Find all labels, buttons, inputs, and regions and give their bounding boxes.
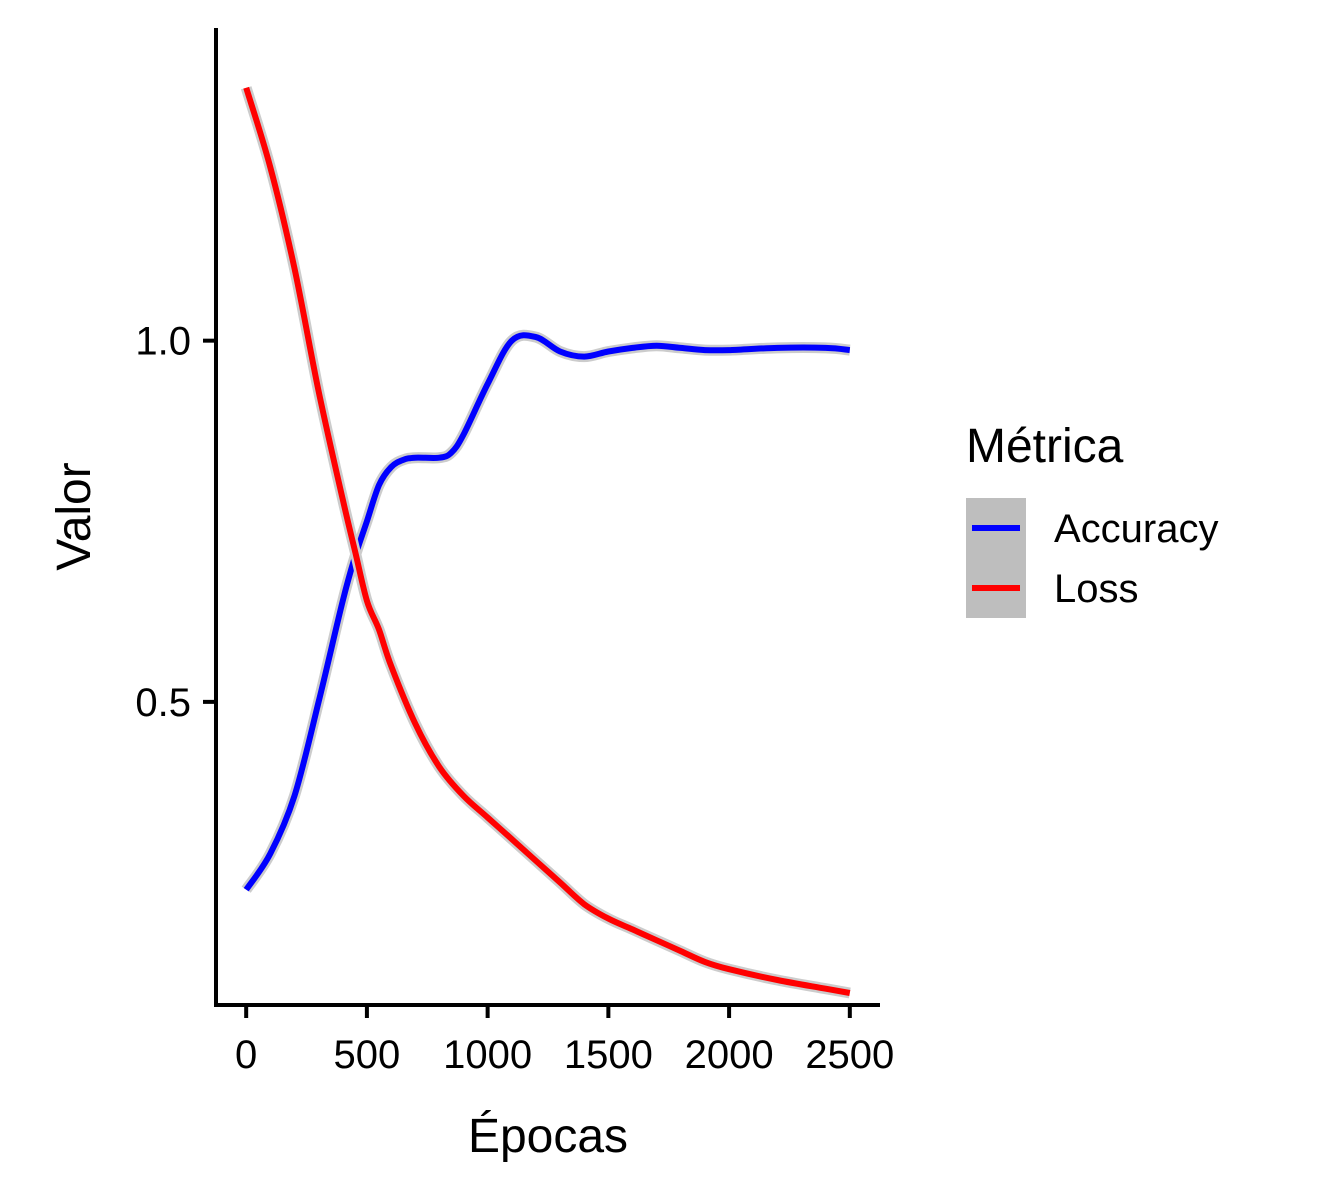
- legend-title: Métrica: [966, 420, 1124, 473]
- y-axis-title: Valor: [48, 462, 101, 571]
- accuracy-confidence-band: [241, 329, 851, 893]
- legend: Métrica Accuracy Loss: [966, 420, 1219, 618]
- x-tick-label: 1500: [564, 1033, 653, 1077]
- legend-key-background: [966, 498, 1026, 618]
- legend-items: Accuracy Loss: [966, 498, 1219, 618]
- loss-series-line: [243, 86, 851, 996]
- x-tick-label: 1000: [443, 1033, 532, 1077]
- x-axis-title: Épocas: [468, 1110, 628, 1163]
- accuracy-series-line: [243, 332, 851, 892]
- x-tick-label: 2500: [805, 1033, 894, 1077]
- legend-label-loss: Loss: [1054, 567, 1139, 611]
- x-axis-ticks: 0 500 1000 1500 2000 2500: [235, 1005, 894, 1077]
- legend-label-accuracy: Accuracy: [1054, 507, 1219, 551]
- y-tick-label: 0.5: [135, 681, 191, 725]
- x-tick-label: 500: [334, 1033, 401, 1077]
- loss-confidence-band: [240, 86, 851, 999]
- x-tick-label: 2000: [685, 1033, 774, 1077]
- x-tick-label: 0: [235, 1033, 257, 1077]
- series-layer: [240, 86, 851, 999]
- y-axis-ticks: 0.5 1.0: [135, 320, 216, 725]
- y-tick-label: 1.0: [135, 320, 191, 364]
